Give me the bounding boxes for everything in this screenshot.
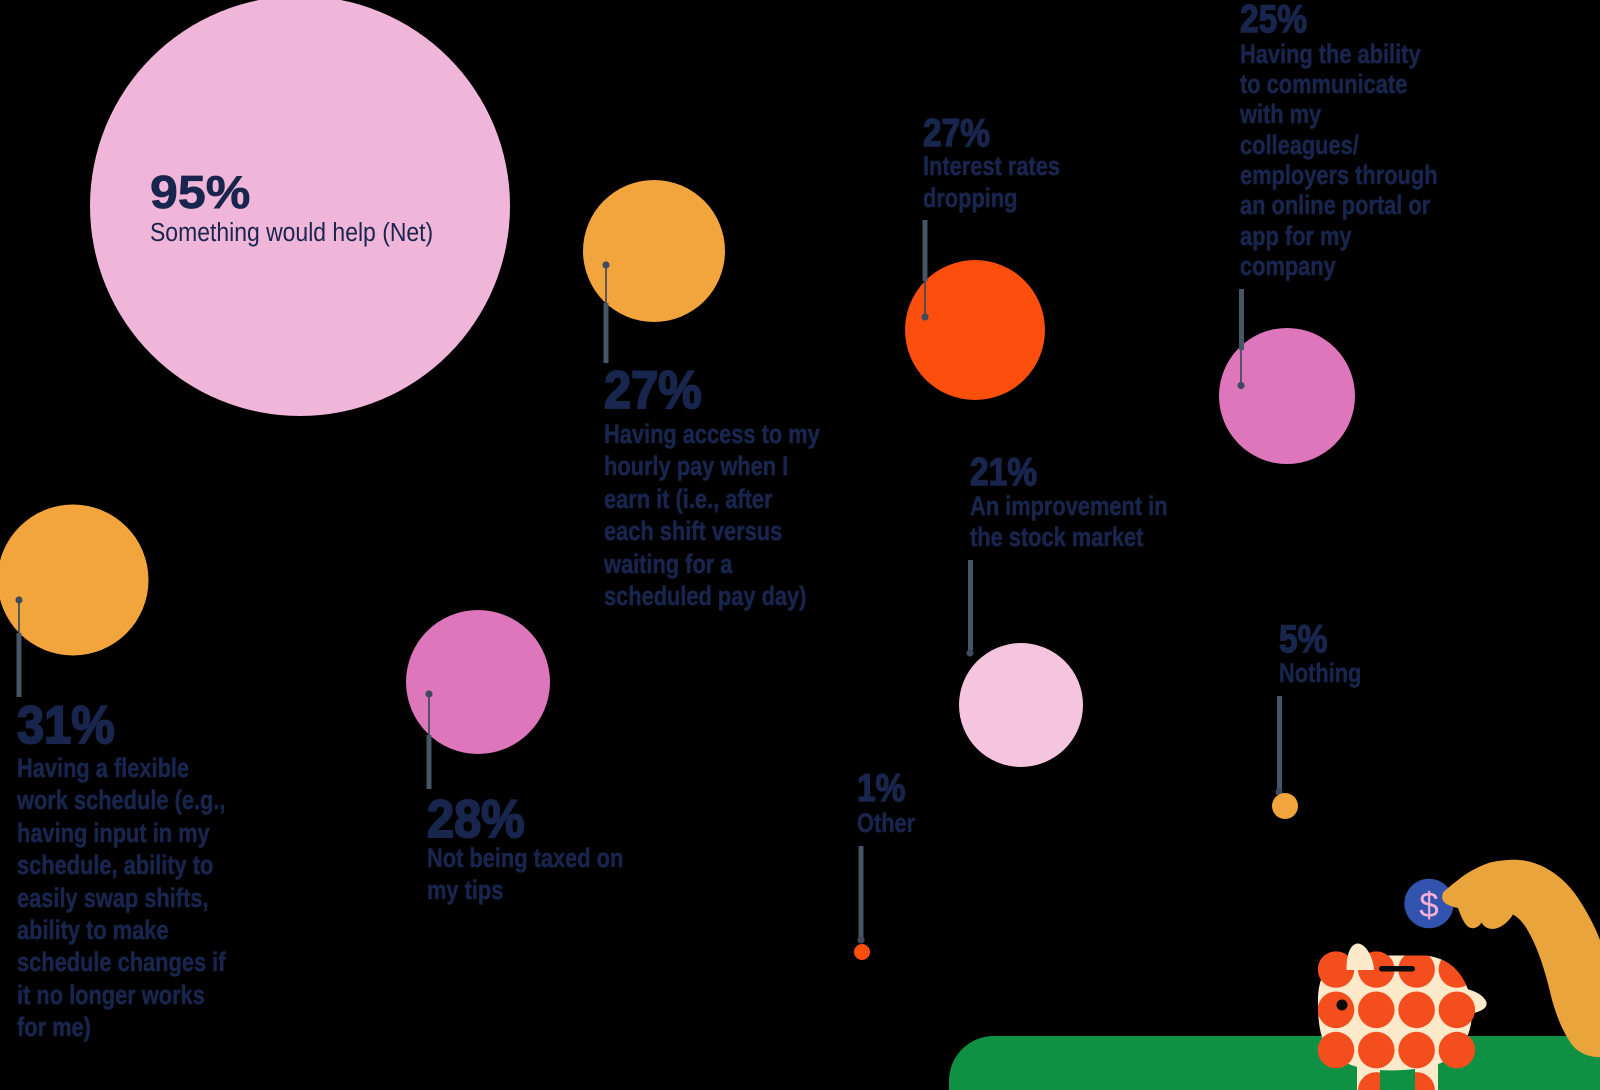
svg-text:$: $	[1419, 886, 1438, 925]
